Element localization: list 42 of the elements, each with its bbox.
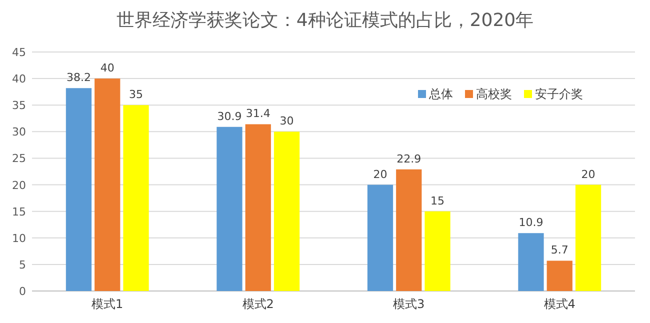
legend-label: 高校奖 <box>476 87 512 101</box>
y-tick-label: 45 <box>12 46 26 59</box>
data-label: 22.9 <box>396 152 422 166</box>
y-tick-label: 30 <box>12 126 26 139</box>
data-label: 35 <box>129 88 144 102</box>
y-tick-label: 40 <box>12 72 26 86</box>
y-tick-label: 0 <box>19 285 26 298</box>
bar <box>518 233 544 291</box>
data-label: 20 <box>581 168 596 181</box>
legend-label: 安子介奖 <box>535 87 583 101</box>
bar <box>396 169 422 291</box>
y-tick-label: 25 <box>12 152 26 166</box>
bar <box>66 88 92 291</box>
bar <box>245 124 271 291</box>
bar <box>94 78 120 291</box>
y-tick-label: 15 <box>12 205 26 218</box>
data-label: 40 <box>100 62 114 75</box>
chart-title: 世界经济学获奖论文：4种论证模式的占比，2020年 <box>116 10 534 31</box>
bar <box>216 126 242 291</box>
y-tick-label: 5 <box>19 258 26 272</box>
bar <box>123 105 149 291</box>
x-tick-label: 模式3 <box>393 297 425 311</box>
legend-label: 总体 <box>428 87 453 101</box>
y-tick-label: 35 <box>12 99 26 112</box>
bar <box>274 132 300 291</box>
data-label: 30.9 <box>217 110 242 123</box>
data-label: 10.9 <box>518 216 544 230</box>
x-tick-label: 模式4 <box>544 297 576 311</box>
bar <box>575 184 602 291</box>
data-label: 31.4 <box>246 107 270 120</box>
data-label: 38.2 <box>66 71 91 84</box>
y-tick-label: 20 <box>12 178 26 192</box>
y-tick-label: 10 <box>12 232 26 245</box>
bar <box>367 184 394 291</box>
bar <box>546 260 572 291</box>
x-tick-label: 模式2 <box>242 297 274 311</box>
x-tick-label: 模式1 <box>92 297 124 311</box>
data-label: 20 <box>373 168 388 181</box>
data-label: 15 <box>430 194 445 208</box>
data-label: 5.7 <box>550 244 568 257</box>
data-label: 30 <box>280 114 294 128</box>
bar <box>424 211 450 291</box>
